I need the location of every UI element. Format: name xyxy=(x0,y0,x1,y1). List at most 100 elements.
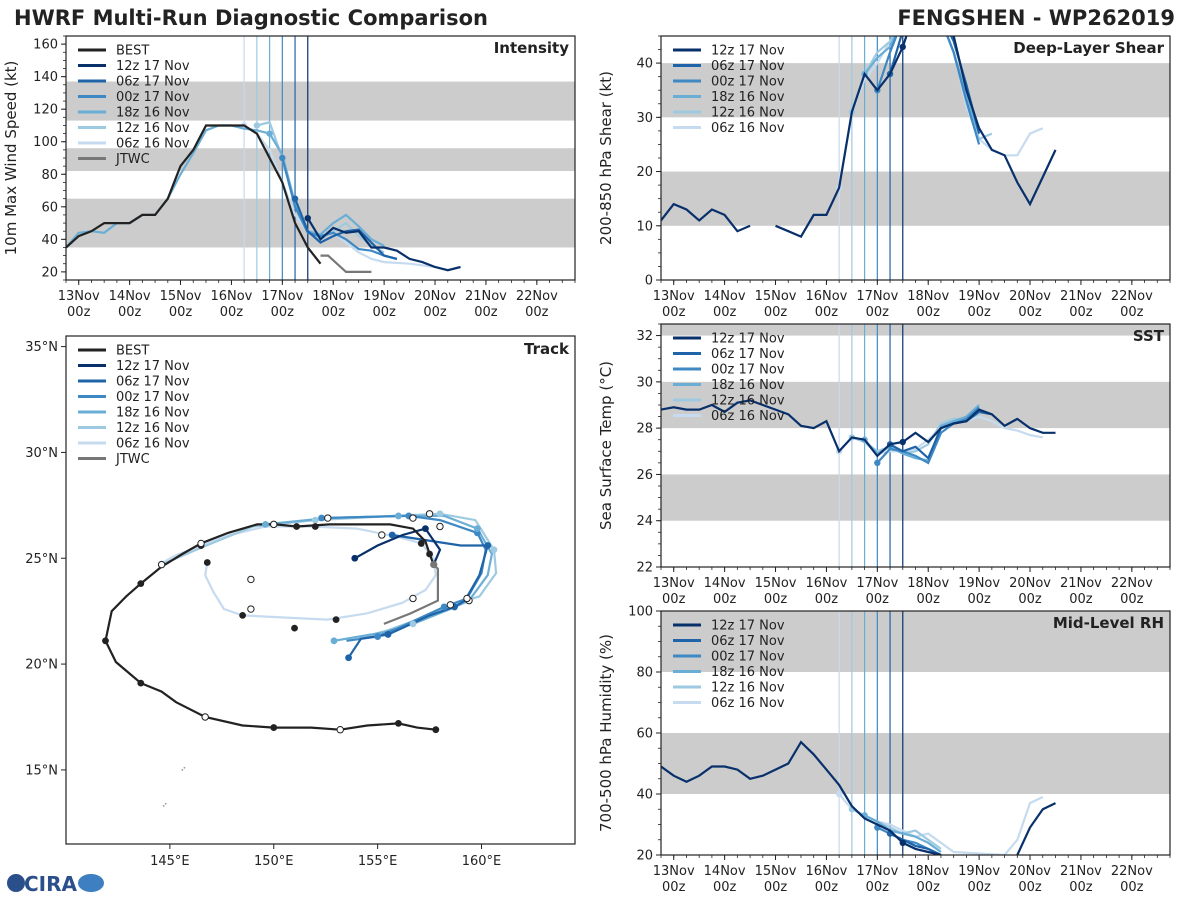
track-run-point xyxy=(395,512,402,520)
rh-init-marker xyxy=(899,839,906,846)
track-best-point xyxy=(137,679,145,687)
track-best-point xyxy=(137,580,145,588)
sst-plot-area xyxy=(661,324,1170,567)
track-run-point xyxy=(239,612,246,619)
intensity-init-marker xyxy=(279,154,286,162)
track-jtwc-line xyxy=(383,563,439,625)
shear-ytick-label: 40 xyxy=(636,57,653,72)
sst-shaded-band xyxy=(661,474,1170,521)
track-run-point xyxy=(311,516,319,524)
shear-xtick-label-date: 21Nov xyxy=(1060,289,1102,304)
track-run-point xyxy=(409,620,417,628)
track-open-point xyxy=(463,594,471,603)
sst-legend-label: 06z 17 Nov xyxy=(711,347,785,362)
shear-xtick-label-date: 16Nov xyxy=(805,289,847,304)
sst-xtick-label-date: 21Nov xyxy=(1060,576,1102,591)
track-best-point xyxy=(395,719,402,727)
track-run-point xyxy=(262,520,269,528)
rh-xtick-label-date: 19Nov xyxy=(958,864,1000,879)
rh-legend-label: 18z 16 Nov xyxy=(711,665,785,680)
track-ytick-label: 30°N xyxy=(25,446,58,461)
rh-ytick-label: 60 xyxy=(636,727,653,742)
track-plot-area xyxy=(102,510,498,807)
sst-series-line-12z-17-Nov xyxy=(661,399,1056,458)
track-run-point xyxy=(417,540,425,547)
track-ytick-label: 25°N xyxy=(25,552,58,567)
intensity-legend-label: 06z 16 Nov xyxy=(116,137,190,152)
rh-xtick-label-hour: 00z xyxy=(1120,880,1144,895)
intensity-legend-label: 12z 17 Nov xyxy=(116,59,190,74)
rh-ylabel: 700-500 hPa Humidity (%) xyxy=(597,634,615,832)
track-open-point xyxy=(378,531,386,539)
sst-xtick-label-date: 15Nov xyxy=(755,576,797,591)
sst-ytick-label: 26 xyxy=(636,468,653,483)
shear-xtick-label-date: 17Nov xyxy=(856,289,898,304)
rh-xtick-label-date: 15Nov xyxy=(755,864,797,879)
rh-legend-label: 06z 17 Nov xyxy=(711,634,785,649)
intensity-xtick-label-date: 15Nov xyxy=(160,289,202,304)
rh-xtick-label-hour: 00z xyxy=(713,880,737,895)
track-run-point xyxy=(388,531,396,539)
track-open-point xyxy=(436,522,444,531)
track-open-point xyxy=(157,560,166,569)
intensity-legend-label: 12z 16 Nov xyxy=(116,121,190,136)
rh-plot-area xyxy=(661,611,1170,855)
shear-xtick-label-hour: 00z xyxy=(1120,305,1144,320)
track-run-point xyxy=(330,637,338,645)
rh-series-line-12z-17-Nov xyxy=(661,740,1056,855)
shear-xtick-label-date: 18Nov xyxy=(907,289,949,304)
rh-xtick-label-hour: 00z xyxy=(1069,880,1093,895)
rh-xtick-label-date: 21Nov xyxy=(1060,864,1102,879)
sst-xtick-label-date: 16Nov xyxy=(805,576,847,591)
intensity-ytick-label: 80 xyxy=(41,168,58,183)
intensity-xtick-label-date: 16Nov xyxy=(210,289,252,304)
shear-xtick-label-hour: 00z xyxy=(815,305,839,320)
shear-xtick-label-hour: 00z xyxy=(917,305,941,320)
track-run-point xyxy=(332,616,340,624)
sst-panel: 22242628303213Nov00z14Nov00z15Nov00z16No… xyxy=(597,323,1171,607)
sst-ytick-label: 24 xyxy=(636,514,653,529)
track-open-point xyxy=(409,514,417,522)
shear-xtick-label-hour: 00z xyxy=(764,305,788,320)
track-legend-label: BEST xyxy=(116,344,149,359)
rh-series-line-18z-16-Nov xyxy=(864,814,942,853)
track-open-point xyxy=(409,594,417,603)
rh-init-marker xyxy=(835,790,843,798)
intensity-xtick-label-date: 14Nov xyxy=(109,289,151,304)
shear-legend-label: 12z 16 Nov xyxy=(711,106,785,121)
track-open-point xyxy=(324,514,332,522)
track-xtick-label: 160°E xyxy=(462,854,502,869)
intensity-xtick-label-date: 13Nov xyxy=(58,289,100,304)
track-run-line-12z-17-Nov xyxy=(354,527,442,566)
sst-xtick-label-hour: 00z xyxy=(967,592,991,607)
rh-xtick-label-hour: 00z xyxy=(662,880,686,895)
rh-xtick-label-hour: 00z xyxy=(967,880,991,895)
track-legend-label: 06z 16 Nov xyxy=(116,437,190,452)
track-open-point xyxy=(197,539,205,548)
intensity-ytick-label: 100 xyxy=(33,135,58,150)
rh-xtick-label-date: 20Nov xyxy=(1009,864,1051,879)
intensity-xtick-label-hour: 00z xyxy=(169,305,193,320)
sst-legend-label: 00z 17 Nov xyxy=(711,363,785,378)
shear-xtick-label-hour: 00z xyxy=(1018,305,1042,320)
track-panel: 15°N 20°N 25°N 30°N 35°N 145°E 150°E 155°E 160°E… xyxy=(25,335,576,869)
intensity-shaded-band xyxy=(66,81,575,121)
track-ytick-label: 35°N xyxy=(25,340,58,355)
shear-legend-label: 06z 17 Nov xyxy=(711,59,785,74)
shear-plot-area xyxy=(661,36,1170,280)
shear-init-marker xyxy=(899,43,906,51)
rh-series-line-06z-16-Nov xyxy=(838,793,1044,855)
track-run-point xyxy=(484,542,492,549)
sst-ytick-label: 30 xyxy=(636,375,653,390)
rh-legend-label: 00z 17 Nov xyxy=(711,650,785,665)
rh-xtick-label-hour: 00z xyxy=(917,880,941,895)
sst-shaded-band xyxy=(661,381,1170,429)
track-legend-label: 18z 16 Nov xyxy=(116,406,190,421)
intensity-init-marker xyxy=(291,195,299,202)
rh-xtick-label-hour: 00z xyxy=(1018,880,1042,895)
intensity-ylabel: 10m Max Wind Speed (kt) xyxy=(2,61,20,256)
intensity-best-line xyxy=(66,124,322,265)
track-legend-label: JTWC xyxy=(115,452,150,467)
shear-series-line-06z-16-Nov xyxy=(838,36,1044,188)
